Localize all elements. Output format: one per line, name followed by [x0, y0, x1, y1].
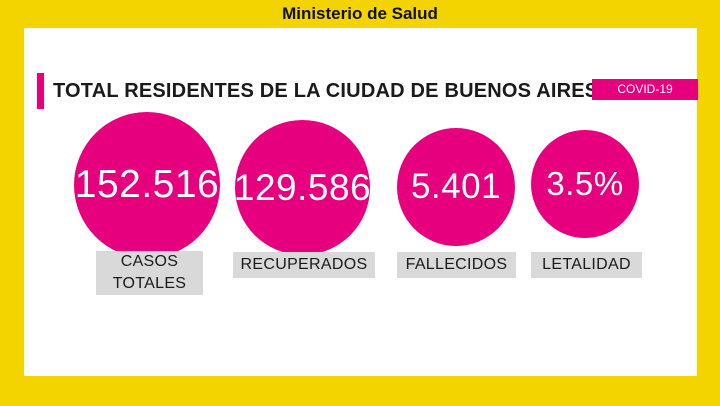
stat-recovered-value: 129.586 [234, 120, 371, 255]
stat-lethality-label: LETALIDAD [531, 252, 642, 278]
stat-deceased-label: FALLECIDOS [397, 252, 516, 278]
stat-deceased-value: 5.401 [397, 128, 515, 246]
header-title: Ministerio de Salud [282, 4, 438, 23]
title-accent-bar [37, 73, 44, 109]
stat-recovered-label: RECUPERADOS [233, 252, 375, 278]
stat-lethality-value: 3.5% [531, 130, 639, 238]
covid-tag: COVID-19 [592, 79, 698, 100]
stat-total-cases-value: 152.516 [74, 112, 220, 258]
stat-total-cases-label: CASOS TOTALES [96, 251, 203, 295]
main-title: TOTAL RESIDENTES DE LA CIUDAD DE BUENOS … [53, 80, 599, 102]
